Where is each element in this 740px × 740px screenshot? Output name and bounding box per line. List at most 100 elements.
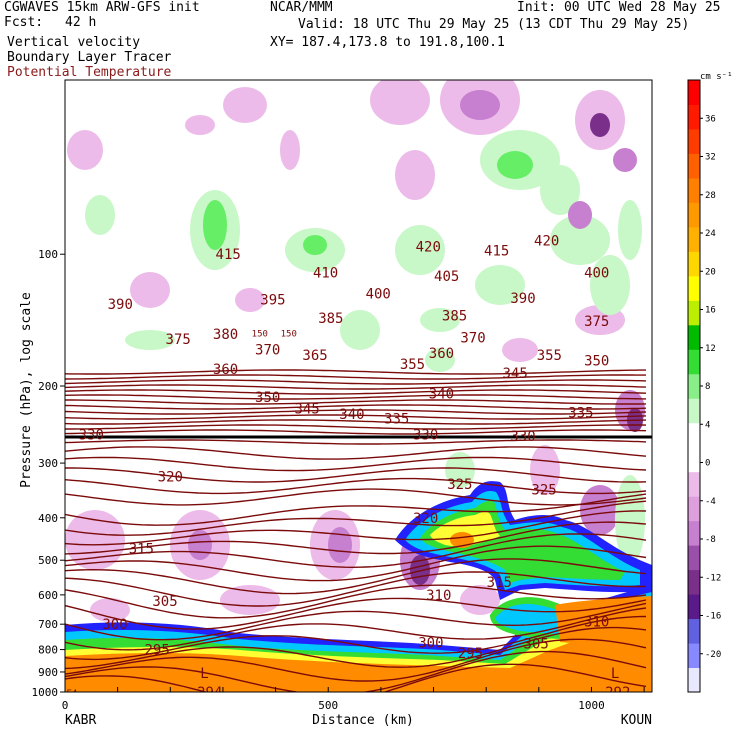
theta-label: 420 [416,239,441,255]
theta-label: 330 [510,429,535,445]
theta-label: 420 [534,233,559,249]
theta-contour [65,404,647,410]
theta-contour [65,379,647,385]
theta-contour [65,384,647,390]
theta-contour [65,615,647,661]
theta-contour [65,477,647,495]
field-label-boundary-layer-tracer: Boundary Layer Tracer [7,50,172,65]
theta-label: L [200,666,208,682]
colorbar-tick-label: 4 [705,420,710,430]
x-axis: 0 500 1000 [62,687,645,712]
x-axis-label: Distance (km) [312,713,414,728]
theta-contour [65,510,647,546]
colorbar: 36 32 28 24 20 16 12 8 4 0 -4 -8 -12 -16 -20 [687,79,721,693]
colorbar-tick-label: 36 [705,114,716,124]
colorbar-swatch [688,324,700,350]
theta-contour [65,607,647,651]
theta-label: 385 [442,308,467,324]
theta-label: 335 [568,406,593,422]
colorbar-swatch [688,300,700,326]
theta-contour [65,399,647,405]
colorbar-swatch [688,153,700,179]
colorbar-swatch [688,471,700,497]
theta-contour [65,521,647,555]
x-tick-label: 0 [62,699,69,712]
field-label-vertical-velocity: Vertical velocity [7,35,141,50]
theta-label: 315 [129,541,154,557]
x-tick-label: 500 [318,699,338,712]
theta-label: 350 [255,390,280,406]
theta-label: 150 [252,329,268,339]
theta-contour [65,663,647,692]
theta-label: 355 [537,348,562,364]
theta-contours [65,369,647,692]
theta-label: 345 [502,366,527,382]
colorbar-swatch [688,128,700,154]
colorbar-swatch [688,202,700,228]
theta-label: 325 [447,477,472,493]
y-tick-label: 900 [38,666,58,679]
init-time: Init: 00 UTC Wed 28 May 25 [517,0,721,15]
theta-label: 150 [281,329,297,339]
organization-label: NCAR/MMM [270,0,333,15]
y-tick-label: 400 [38,512,58,525]
theta-label: 360 [213,362,238,378]
theta-contour [65,493,647,526]
theta-contour [65,389,647,395]
theta-label: 295 [144,643,169,659]
theta-label: 310 [584,614,609,630]
theta-label: 400 [366,287,391,303]
theta-label: 340 [339,407,364,423]
colorbar-tick-label: -4 [705,497,716,507]
theta-contour [65,488,647,506]
theta-label: 370 [255,342,280,358]
colorbar-tick-label: 0 [705,459,710,469]
colorbar-tick-label: 24 [705,229,716,239]
theta-contour [65,638,647,682]
theta-contour [65,626,647,670]
colorbar-swatch [688,618,700,644]
colorbar-swatch [688,447,700,473]
colorbar-swatch [688,545,700,571]
theta-contour [65,571,647,607]
colorbar-swatch [688,104,700,130]
theta-label: 292 [605,685,630,701]
colorbar-tick-label: -16 [705,612,721,622]
y-tick-label: 100 [38,248,58,261]
field-label-potential-temperature: Potential Temperature [7,65,172,80]
colorbar-tick-label: 12 [705,344,716,354]
theta-contour [65,602,647,641]
colorbar-swatch [688,177,700,203]
theta-contour [65,369,646,375]
theta-label: 325 [531,483,556,499]
colorbar-swatch [688,520,700,546]
colorbar-tick-label: 20 [705,267,716,277]
x-tick-label: 1000 [578,699,605,712]
theta-label: 305 [152,594,177,610]
theta-contour [65,533,647,569]
colorbar-swatch [688,496,700,522]
theta-contour [65,394,647,400]
theta-label: 310 [426,588,451,604]
colorbar-tick-label: -20 [705,650,721,660]
y-axis-label: Pressure (hPa), log scale [19,292,34,488]
theta-contour [65,584,647,619]
theta-contour [65,439,647,445]
theta-label: 385 [318,311,343,327]
colorbar-tick-label: -8 [705,535,716,545]
theta-label: 395 [260,293,285,309]
theta-label: L [611,666,619,682]
theta-label: 305 [524,637,549,653]
theta-label: 400 [584,265,609,281]
colorbar-tick-label: -12 [705,573,721,583]
theta-contour [65,467,647,483]
theta-contour [65,414,647,420]
y-axis: 100 200 300 400 500 600 700 800 900 1000 [32,248,65,699]
theta-label: 410 [313,265,338,281]
colorbar-swatch [688,251,700,277]
theta-contour [65,558,647,595]
theta-label: 415 [484,243,509,259]
colorbar-tick-label: 16 [705,306,716,316]
theta-label: 345 [295,401,320,417]
theta-label: 320 [158,470,183,486]
